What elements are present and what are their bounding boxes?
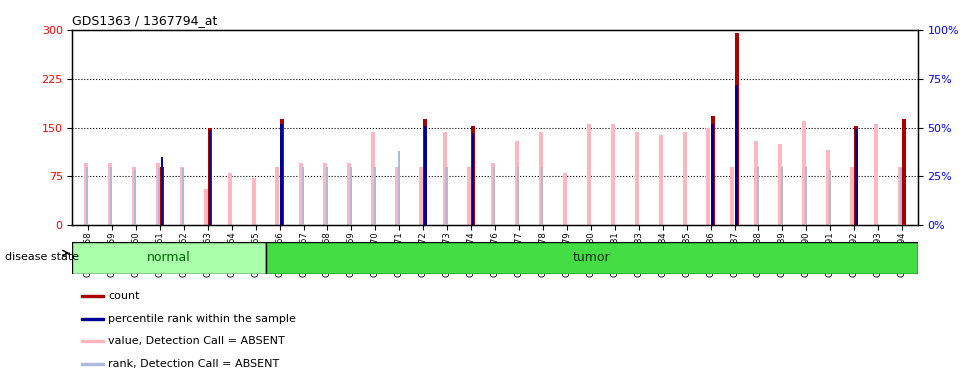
Bar (635, 132, 639, 225)
Bar (275, 166, 279, 225)
Bar (734, 33, 739, 225)
Bar (108, 163, 112, 225)
Bar (898, 166, 902, 225)
Bar (539, 132, 543, 225)
Bar (541, 166, 544, 225)
Bar (81, 339, 104, 342)
Bar (902, 119, 906, 225)
Bar (299, 163, 303, 225)
Bar (445, 166, 447, 225)
Bar (781, 166, 782, 225)
Bar (586, 124, 591, 225)
Bar (711, 116, 715, 225)
Bar (81, 294, 104, 297)
Bar (874, 124, 878, 225)
Bar (208, 128, 212, 225)
Bar (84, 163, 88, 225)
Text: rank, Detection Call = ABSENT: rank, Detection Call = ABSENT (108, 359, 280, 369)
Bar (855, 129, 858, 225)
Bar (397, 151, 400, 225)
Bar (471, 126, 475, 225)
Bar (279, 119, 284, 225)
Bar (350, 166, 352, 225)
Bar (209, 131, 211, 225)
Bar (491, 163, 495, 225)
Bar (301, 166, 304, 225)
Bar (419, 166, 423, 225)
Bar (160, 157, 163, 225)
Text: GDS1363 / 1367794_at: GDS1363 / 1367794_at (72, 15, 217, 27)
Bar (424, 126, 427, 225)
Bar (611, 124, 614, 225)
Bar (712, 124, 714, 225)
Bar (158, 168, 160, 225)
Text: count: count (108, 291, 140, 301)
Bar (706, 128, 711, 225)
Bar (110, 166, 112, 225)
Bar (395, 166, 399, 225)
Bar (754, 141, 758, 225)
Bar (659, 135, 663, 225)
Bar (802, 121, 807, 225)
Bar (756, 166, 759, 225)
Text: normal: normal (147, 251, 191, 264)
Bar (81, 318, 104, 321)
Bar (850, 166, 854, 225)
Bar (900, 168, 902, 225)
Bar (472, 134, 474, 225)
Bar (348, 163, 352, 225)
Bar (443, 132, 447, 225)
Bar (204, 189, 208, 225)
Bar (826, 150, 830, 225)
Bar (326, 166, 327, 225)
Bar (81, 363, 104, 366)
Bar (467, 166, 471, 225)
Bar (266, 242, 918, 274)
Bar (683, 132, 687, 225)
Bar (72, 242, 266, 274)
Text: disease state: disease state (5, 252, 79, 262)
Bar (324, 163, 327, 225)
Bar (131, 166, 136, 225)
Bar (280, 124, 283, 225)
Bar (829, 170, 831, 225)
Text: percentile rank within the sample: percentile rank within the sample (108, 314, 297, 324)
Bar (517, 166, 520, 225)
Bar (854, 126, 859, 225)
Bar (735, 85, 738, 225)
Bar (371, 132, 375, 225)
Bar (134, 170, 136, 225)
Bar (494, 166, 496, 225)
Text: value, Detection Call = ABSENT: value, Detection Call = ABSENT (108, 336, 285, 346)
Bar (228, 173, 232, 225)
Bar (251, 178, 256, 225)
Bar (423, 119, 427, 225)
Bar (180, 166, 184, 225)
Bar (86, 166, 89, 225)
Bar (515, 141, 519, 225)
Bar (779, 144, 782, 225)
Bar (182, 168, 185, 225)
Bar (805, 166, 807, 225)
Bar (563, 173, 567, 225)
Text: tumor: tumor (573, 251, 611, 264)
Bar (374, 166, 376, 225)
Bar (160, 166, 164, 225)
Bar (156, 163, 159, 225)
Bar (730, 166, 734, 225)
